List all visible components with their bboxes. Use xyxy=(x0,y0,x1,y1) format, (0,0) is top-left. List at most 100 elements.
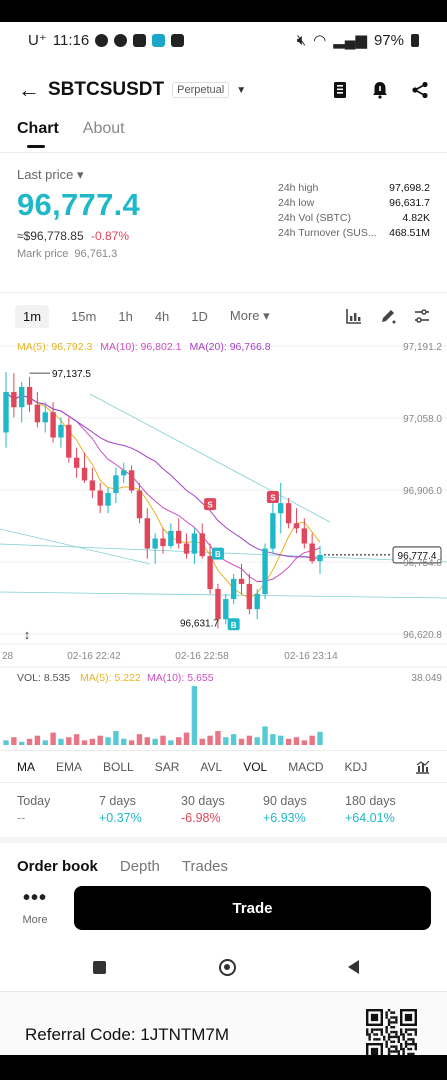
interval-1h[interactable]: 1h xyxy=(118,308,133,324)
indicator-boll[interactable]: BOLL xyxy=(103,759,134,774)
qr-module xyxy=(387,1021,391,1024)
wifi-icon: ◠ xyxy=(313,32,327,49)
indicator-ema[interactable]: EMA xyxy=(56,759,83,774)
qr-module xyxy=(397,1052,400,1055)
candle-body xyxy=(238,578,245,584)
indicator-ma[interactable]: MA xyxy=(17,759,35,774)
trade-marker xyxy=(227,618,240,631)
indicator-kdj[interactable]: KDJ xyxy=(344,759,368,774)
share-icon[interactable] xyxy=(411,81,429,99)
more-button[interactable]: ••• More xyxy=(20,887,50,926)
chart-settings-icon[interactable] xyxy=(414,308,430,324)
qr-module xyxy=(414,1045,417,1048)
back-arrow-icon[interactable]: ← xyxy=(18,77,40,102)
interval-4h[interactable]: 4h xyxy=(154,308,170,324)
draw-tool-icon[interactable] xyxy=(380,308,396,324)
qr-module xyxy=(375,1028,379,1031)
tab-chart[interactable]: Chart xyxy=(17,120,59,148)
indicator-settings-icon[interactable] xyxy=(415,759,430,774)
qr-module xyxy=(387,1052,391,1055)
interval-1m[interactable]: 1m xyxy=(15,304,50,328)
volume-bar xyxy=(66,737,72,745)
stat-row: 24h Turnover (SUS... 468.51M xyxy=(278,227,430,239)
volume-bar xyxy=(238,738,245,745)
volume-bar xyxy=(262,726,268,745)
qr-module xyxy=(404,1045,408,1048)
tab-depth[interactable]: Depth xyxy=(119,858,160,875)
candle-body xyxy=(285,503,292,524)
tab-about[interactable]: About xyxy=(82,120,125,137)
youtube-icon xyxy=(171,33,185,47)
interval-15m[interactable]: 15m xyxy=(71,308,97,324)
indicator-vol[interactable]: VOL xyxy=(243,759,268,774)
trade-button[interactable]: Trade xyxy=(74,886,431,930)
symbol-dropdown-icon[interactable]: ▼ xyxy=(236,84,247,96)
price-divider xyxy=(0,292,447,293)
volume-bar xyxy=(128,740,135,745)
current-price-label: 96,777.4 xyxy=(398,551,437,562)
candle-body xyxy=(136,490,143,519)
candle-body xyxy=(230,578,237,600)
messenger-icon xyxy=(95,33,109,47)
qr-module xyxy=(397,1038,400,1041)
tab-order-book[interactable]: Order book xyxy=(17,858,98,875)
qr-module xyxy=(395,1050,398,1053)
volume-bar xyxy=(26,738,33,745)
perf-label: 180 days xyxy=(345,794,396,808)
qr-module xyxy=(387,1033,391,1036)
qr-module xyxy=(404,1043,408,1046)
volume-bar xyxy=(50,732,56,745)
qr-module xyxy=(400,1033,403,1036)
qr-module xyxy=(395,1018,398,1022)
perf-7d: 7 days +0.37% xyxy=(99,794,181,825)
page-tabs: Chart About xyxy=(17,120,125,148)
volume-bar xyxy=(73,734,80,745)
qr-module xyxy=(387,1023,391,1026)
candle-body xyxy=(113,475,119,494)
price-chart[interactable]: 96,777.4 97,191.2 97,058.0 96,906.0 96,754.0… xyxy=(0,334,447,746)
recent-apps-icon[interactable] xyxy=(93,960,106,974)
perf-90d: 90 days +6.93% xyxy=(263,794,345,825)
back-icon[interactable] xyxy=(348,960,359,974)
qr-module xyxy=(387,1009,391,1012)
candle-body xyxy=(50,412,56,438)
qr-module xyxy=(409,1038,413,1041)
qr-module xyxy=(407,1047,410,1051)
trade-marker xyxy=(266,491,279,504)
price-alert-icon[interactable] xyxy=(371,81,389,99)
more-dots-icon: ••• xyxy=(22,887,47,909)
qr-module xyxy=(414,1047,417,1051)
tab-trades[interactable]: Trades xyxy=(181,858,229,875)
volume-bar xyxy=(293,737,300,745)
mute-icon: 🔇︎ xyxy=(296,31,307,49)
candle-body xyxy=(66,424,72,458)
qr-module xyxy=(375,1038,379,1041)
volume-bar xyxy=(105,737,111,745)
qr-module xyxy=(397,1035,400,1039)
indicator-sar[interactable]: SAR xyxy=(154,759,180,774)
indicator-avl[interactable]: AVL xyxy=(200,759,223,774)
interval-1d[interactable]: 1D xyxy=(191,308,208,324)
orders-book-icon[interactable] xyxy=(331,81,349,99)
system-nav-bar xyxy=(0,952,447,982)
last-price-selector[interactable]: Last price ▾ xyxy=(17,167,84,182)
y-axis-tick-label: 96,620.8 xyxy=(403,630,442,641)
volume-bar xyxy=(246,735,253,745)
chart-type-icon[interactable] xyxy=(346,308,362,324)
qr-module xyxy=(370,1030,374,1034)
home-icon[interactable] xyxy=(218,958,236,976)
candle-body xyxy=(81,467,88,481)
qr-module xyxy=(402,1035,405,1039)
qr-module xyxy=(404,1030,408,1034)
qr-code-icon xyxy=(366,1009,417,1055)
signal-icon: ▂▄▆ xyxy=(333,32,367,49)
interval-more[interactable]: More ▾ xyxy=(229,308,270,323)
symbol-title[interactable]: SBTCSUSDT xyxy=(48,79,165,100)
indicator-tabs: MA EMA BOLL SAR AVL VOL MACD KDJ xyxy=(17,759,430,774)
qr-module xyxy=(366,1033,369,1036)
volume-bar xyxy=(34,735,41,745)
indicator-macd[interactable]: MACD xyxy=(288,759,324,774)
candlestick-chart[interactable]: 96,777.4 97,191.2 97,058.0 96,906.0 96,754.0… xyxy=(0,334,447,746)
qr-module xyxy=(395,1047,398,1051)
qr-module xyxy=(390,1011,393,1014)
